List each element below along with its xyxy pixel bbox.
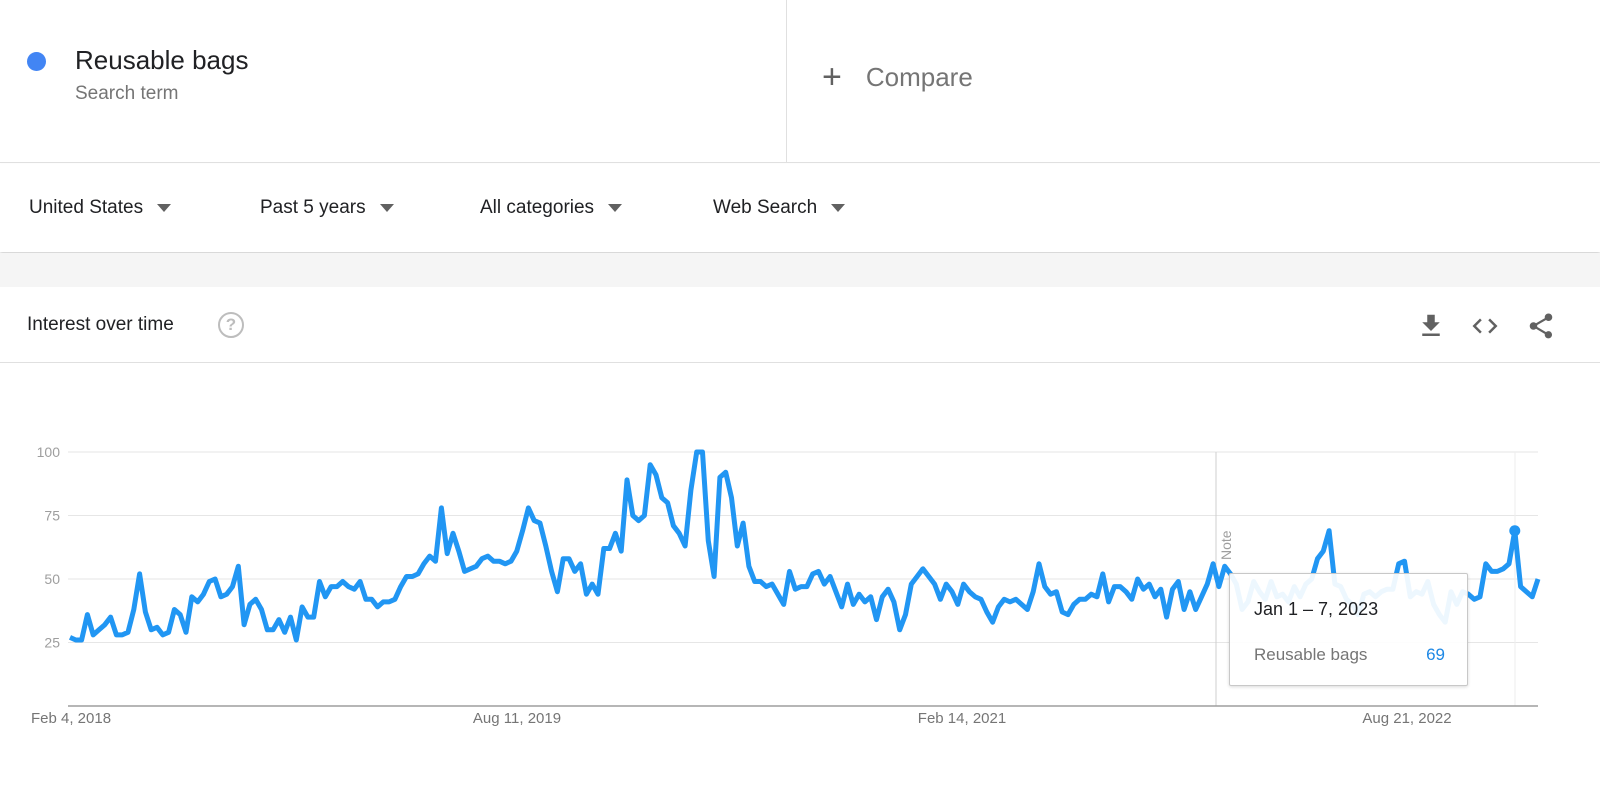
- x-tick-label: Aug 21, 2022: [1362, 710, 1452, 727]
- caret-down-icon: [157, 204, 172, 212]
- search-term-type: Search term: [75, 83, 179, 104]
- y-tick-label: 25: [44, 635, 60, 651]
- section-divider: [0, 253, 1600, 287]
- highlighted-data-point[interactable]: [1509, 525, 1521, 537]
- category-dropdown[interactable]: All categories: [480, 197, 623, 219]
- note-annotation[interactable]: Note: [1218, 530, 1234, 560]
- x-tick-label: Feb 14, 2021: [917, 710, 1007, 727]
- help-icon[interactable]: ?: [218, 312, 244, 338]
- region-dropdown[interactable]: United States: [29, 197, 172, 219]
- compare-button[interactable]: + Compare: [822, 60, 973, 94]
- region-label: United States: [29, 197, 144, 218]
- compare-label: Compare: [865, 61, 973, 92]
- search-type-dropdown[interactable]: Web Search: [713, 197, 846, 219]
- y-tick-label: 75: [44, 508, 60, 524]
- search-terms-bar: Reusable bags Search term + Compare: [0, 0, 1600, 163]
- y-tick-label: 50: [44, 571, 60, 587]
- caret-down-icon: [608, 204, 623, 212]
- caret-down-icon: [831, 204, 846, 212]
- time-range-dropdown[interactable]: Past 5 years: [260, 197, 394, 219]
- tooltip-series-name: Reusable bags: [1254, 645, 1368, 664]
- download-icon[interactable]: [1416, 311, 1446, 341]
- tooltip-value: 69: [1426, 645, 1445, 664]
- embed-icon[interactable]: [1470, 311, 1500, 341]
- search-term-name[interactable]: Reusable bags: [75, 45, 249, 75]
- interest-over-time-header: Interest over time ?: [0, 287, 1600, 363]
- x-tick-label: Feb 4, 2018: [30, 710, 112, 727]
- caret-down-icon: [379, 204, 394, 212]
- category-label: All categories: [480, 197, 595, 218]
- search-type-label: Web Search: [713, 197, 818, 218]
- share-icon[interactable]: [1526, 311, 1556, 341]
- search-term-card[interactable]: Reusable bags Search term: [0, 0, 787, 163]
- series-color-dot: [27, 52, 46, 71]
- filters-bar: United States Past 5 years All categorie…: [0, 164, 1600, 252]
- y-tick-label: 100: [37, 444, 61, 460]
- x-tick-label: Aug 11, 2019: [472, 710, 562, 727]
- card-title: Interest over time: [27, 314, 174, 335]
- plus-icon: +: [822, 58, 842, 96]
- tooltip-date: Jan 1 – 7, 2023: [1254, 599, 1379, 619]
- time-range-label: Past 5 years: [260, 197, 366, 218]
- chart-tooltip: Jan 1 – 7, 2023 Reusable bags 69: [1229, 573, 1468, 686]
